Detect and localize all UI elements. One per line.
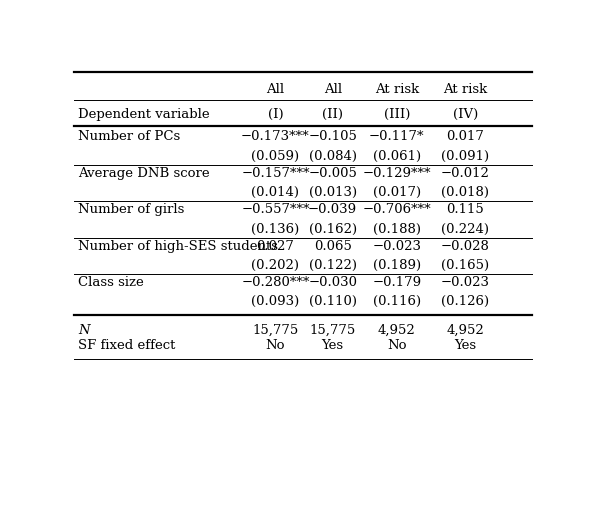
Text: (0.014): (0.014): [251, 186, 300, 200]
Text: −0.005: −0.005: [309, 167, 357, 180]
Text: −0.179: −0.179: [372, 276, 421, 289]
Text: Average DNB score: Average DNB score: [79, 167, 210, 180]
Text: SF fixed effect: SF fixed effect: [79, 340, 176, 352]
Text: N: N: [79, 324, 90, 337]
Text: 0.115: 0.115: [447, 203, 485, 216]
Text: −0.557***: −0.557***: [241, 203, 310, 216]
Text: −0.117*: −0.117*: [369, 131, 424, 143]
Text: (0.116): (0.116): [373, 296, 421, 308]
Text: −0.028: −0.028: [441, 239, 490, 253]
Text: Class size: Class size: [79, 276, 144, 289]
Text: −0.129***: −0.129***: [362, 167, 431, 180]
Text: −0.105: −0.105: [309, 131, 357, 143]
Text: −0.706***: −0.706***: [362, 203, 431, 216]
Text: No: No: [387, 340, 407, 352]
Text: (0.188): (0.188): [373, 223, 421, 236]
Text: (IV): (IV): [453, 108, 478, 121]
Text: 4,952: 4,952: [378, 324, 415, 337]
Text: (0.084): (0.084): [309, 150, 356, 163]
Text: All: All: [324, 83, 342, 96]
Text: (0.018): (0.018): [441, 186, 489, 200]
Text: At risk: At risk: [443, 83, 488, 96]
Text: 0.017: 0.017: [447, 131, 485, 143]
Text: −0.173***: −0.173***: [241, 131, 310, 143]
Text: (0.162): (0.162): [309, 223, 357, 236]
Text: (0.013): (0.013): [309, 186, 357, 200]
Text: (0.093): (0.093): [251, 296, 300, 308]
Text: −0.030: −0.030: [308, 276, 357, 289]
Text: (0.122): (0.122): [309, 259, 356, 272]
Text: (III): (III): [384, 108, 410, 121]
Text: (0.202): (0.202): [251, 259, 300, 272]
Text: −0.012: −0.012: [441, 167, 490, 180]
Text: At risk: At risk: [375, 83, 419, 96]
Text: −0.039: −0.039: [308, 203, 357, 216]
Text: (0.224): (0.224): [441, 223, 489, 236]
Text: Yes: Yes: [322, 340, 344, 352]
Text: (II): (II): [322, 108, 343, 121]
Text: (0.126): (0.126): [441, 296, 489, 308]
Text: (I): (I): [268, 108, 283, 121]
Text: (0.017): (0.017): [373, 186, 421, 200]
Text: Number of high-SES students: Number of high-SES students: [79, 239, 278, 253]
Text: Yes: Yes: [454, 340, 476, 352]
Text: Number of girls: Number of girls: [79, 203, 185, 216]
Text: 4,952: 4,952: [447, 324, 485, 337]
Text: No: No: [266, 340, 285, 352]
Text: Dependent variable: Dependent variable: [79, 108, 210, 121]
Text: (0.059): (0.059): [251, 150, 300, 163]
Text: (0.061): (0.061): [373, 150, 421, 163]
Text: (0.189): (0.189): [373, 259, 421, 272]
Text: (0.110): (0.110): [309, 296, 356, 308]
Text: (0.091): (0.091): [441, 150, 489, 163]
Text: −0.023: −0.023: [441, 276, 490, 289]
Text: −0.280***: −0.280***: [241, 276, 310, 289]
Text: 15,775: 15,775: [252, 324, 298, 337]
Text: −0.023: −0.023: [372, 239, 421, 253]
Text: 15,775: 15,775: [310, 324, 356, 337]
Text: All: All: [267, 83, 284, 96]
Text: 0.065: 0.065: [314, 239, 352, 253]
Text: Number of PCs: Number of PCs: [79, 131, 181, 143]
Text: −0.157***: −0.157***: [241, 167, 310, 180]
Text: (0.136): (0.136): [251, 223, 300, 236]
Text: 0.027: 0.027: [256, 239, 294, 253]
Text: (0.165): (0.165): [441, 259, 489, 272]
